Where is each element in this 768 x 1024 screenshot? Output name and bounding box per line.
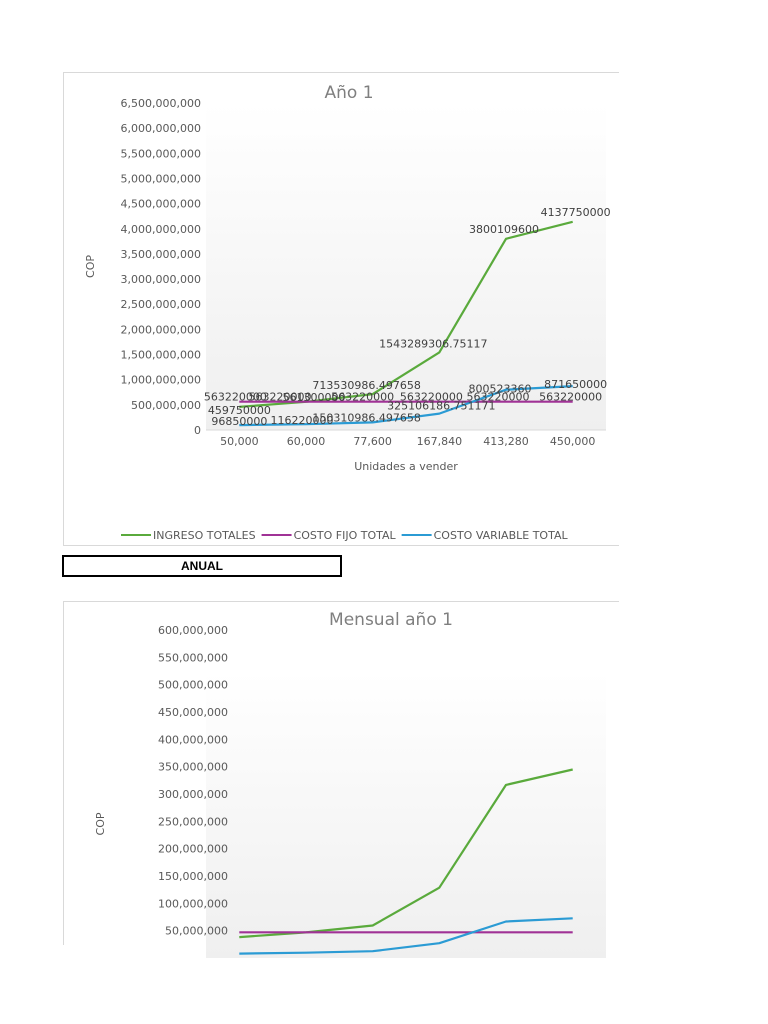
- chart-anual-x-axis-title: Unidades a vender: [354, 460, 458, 473]
- chart-anual-x-tick-5: 450,000: [550, 435, 596, 448]
- chart-anual-series-costo_fijo-label-5: 563220000: [539, 391, 602, 404]
- chart-anual-series-costo_fijo-label-3: 563220000: [400, 391, 463, 404]
- chart-anual-legend-costo_fijo: COSTO FIJO TOTAL: [294, 529, 397, 542]
- chart-anual-series-costo_variable-label-5: 871650000: [544, 378, 607, 391]
- chart-anual-y-tick-2: 1,000,000,000: [121, 374, 201, 387]
- chart-anual-series-ingreso-label-3: 1543289306.75117: [379, 337, 487, 350]
- chart-mensual-y-tick-5: 300,000,000: [158, 788, 228, 801]
- chart-mensual-y-tick-4: 250,000,000: [158, 815, 228, 828]
- caption-anual-text: ANUAL: [181, 559, 223, 573]
- chart-mensual-y-tick-6: 350,000,000: [158, 761, 228, 774]
- chart-anual-x-tick-1: 60,000: [287, 435, 326, 448]
- chart-mensual-y-tick-8: 450,000,000: [158, 706, 228, 719]
- chart-anual-y-tick-6: 3,000,000,000: [121, 273, 201, 286]
- chart-anual-series-costo_variable-label-0: 96850000: [211, 415, 267, 428]
- chart-anual-y-tick-12: 6,000,000,000: [121, 122, 201, 135]
- chart-anual-series-ingreso-label-1: 561300000: [283, 391, 346, 404]
- chart-mensual-plot-area: [206, 672, 606, 958]
- chart-mensual-title: Mensual año 1: [329, 610, 453, 630]
- chart-mensual-y-tick-0: 50,000,000: [165, 925, 228, 938]
- caption-anual: ANUAL: [62, 555, 342, 577]
- chart-anual-series-ingreso-label-0: 459750000: [208, 404, 271, 417]
- chart-anual: Año 1 0 500,000,000 1,000,000,000 1,500,000,…: [84, 83, 611, 542]
- chart-mensual-y-axis-title: COP: [94, 812, 107, 835]
- chart-mensual: Mensual año 1 50,000,000 100,000,000 150,00…: [94, 610, 606, 958]
- chart-anual-y-tick-10: 5,000,000,000: [121, 172, 201, 185]
- chart-anual-series-ingreso-label-2: 713530986.497658: [312, 379, 420, 392]
- chart-anual-legend-ingreso: INGRESO TOTALES: [153, 529, 256, 542]
- chart-mensual-y-tick-7: 400,000,000: [158, 733, 228, 746]
- chart-anual-container: Año 1 0 500,000,000 1,000,000,000 1,500,000,…: [63, 72, 619, 546]
- chart-anual-y-axis-title: COP: [84, 255, 97, 278]
- chart-anual-y-tick-1: 500,000,000: [131, 399, 201, 412]
- chart-anual-y-tick-5: 2,500,000,000: [121, 298, 201, 311]
- chart-anual-x-tick-3: 167,840: [417, 435, 463, 448]
- chart-anual-series-costo_fijo-label-4: 563220000: [467, 391, 530, 404]
- chart-anual-series-costo_variable-label-3: 325106186.751171: [387, 400, 495, 413]
- chart-anual-series-costo_variable-label-2: 150310986.497658: [312, 411, 420, 424]
- chart-anual-x-tick-0: 50,000: [220, 435, 258, 448]
- chart-anual-series-ingreso-label-4: 3800109600: [469, 223, 539, 236]
- chart-anual-series-costo_variable-line: [239, 385, 573, 427]
- chart-anual-series-ingreso-label-5: 4137750000: [541, 206, 611, 219]
- chart-anual-y-tick-8: 4,000,000,000: [121, 223, 201, 236]
- chart-anual-title: Año 1: [324, 83, 373, 103]
- chart-anual-series-costo_fijo-label-0: 563220000: [204, 391, 267, 404]
- chart-anual-x-tick-4: 413,280: [483, 435, 529, 448]
- chart-anual-plot-area: [206, 103, 606, 430]
- chart-mensual-y-tick-9: 500,000,000: [158, 679, 228, 692]
- chart-anual-x-tick-2: 77,600: [353, 435, 392, 448]
- chart-anual-y-tick-4: 2,000,000,000: [121, 323, 201, 336]
- chart-mensual-y-tick-10: 550,000,000: [158, 651, 228, 664]
- chart-anual-y-tick-11: 5,500,000,000: [121, 147, 201, 160]
- chart-mensual-series-costo_variable-line: [239, 917, 573, 955]
- chart-anual-y-tick-7: 3,500,000,000: [121, 248, 201, 261]
- chart-mensual-y-tick-2: 150,000,000: [158, 870, 228, 883]
- chart-anual-y-tick-0: 0: [194, 424, 201, 437]
- chart-anual-series-costo_fijo-label-1: 563220000: [249, 391, 312, 404]
- chart-anual-y-tick-3: 1,500,000,000: [121, 349, 201, 362]
- chart-anual-series-costo_variable-label-4: 800523360: [469, 383, 532, 396]
- chart-mensual-y-tick-11: 600,000,000: [158, 624, 228, 637]
- chart-mensual-y-tick-1: 100,000,000: [158, 897, 228, 910]
- chart-anual-series-costo_fijo-label-2: 563220000: [331, 391, 394, 404]
- chart-mensual-y-tick-3: 200,000,000: [158, 843, 228, 856]
- chart-mensual-container: Mensual año 1 50,000,000 100,000,000 150,00…: [63, 601, 619, 958]
- chart-anual-legend-costo_variable: COSTO VARIABLE TOTAL: [434, 529, 569, 542]
- chart-anual-y-tick-9: 4,500,000,000: [121, 198, 201, 211]
- chart-anual-series-costo_variable-label-1: 116220000: [271, 414, 334, 427]
- chart-anual-y-tick-13: 6,500,000,000: [121, 97, 201, 110]
